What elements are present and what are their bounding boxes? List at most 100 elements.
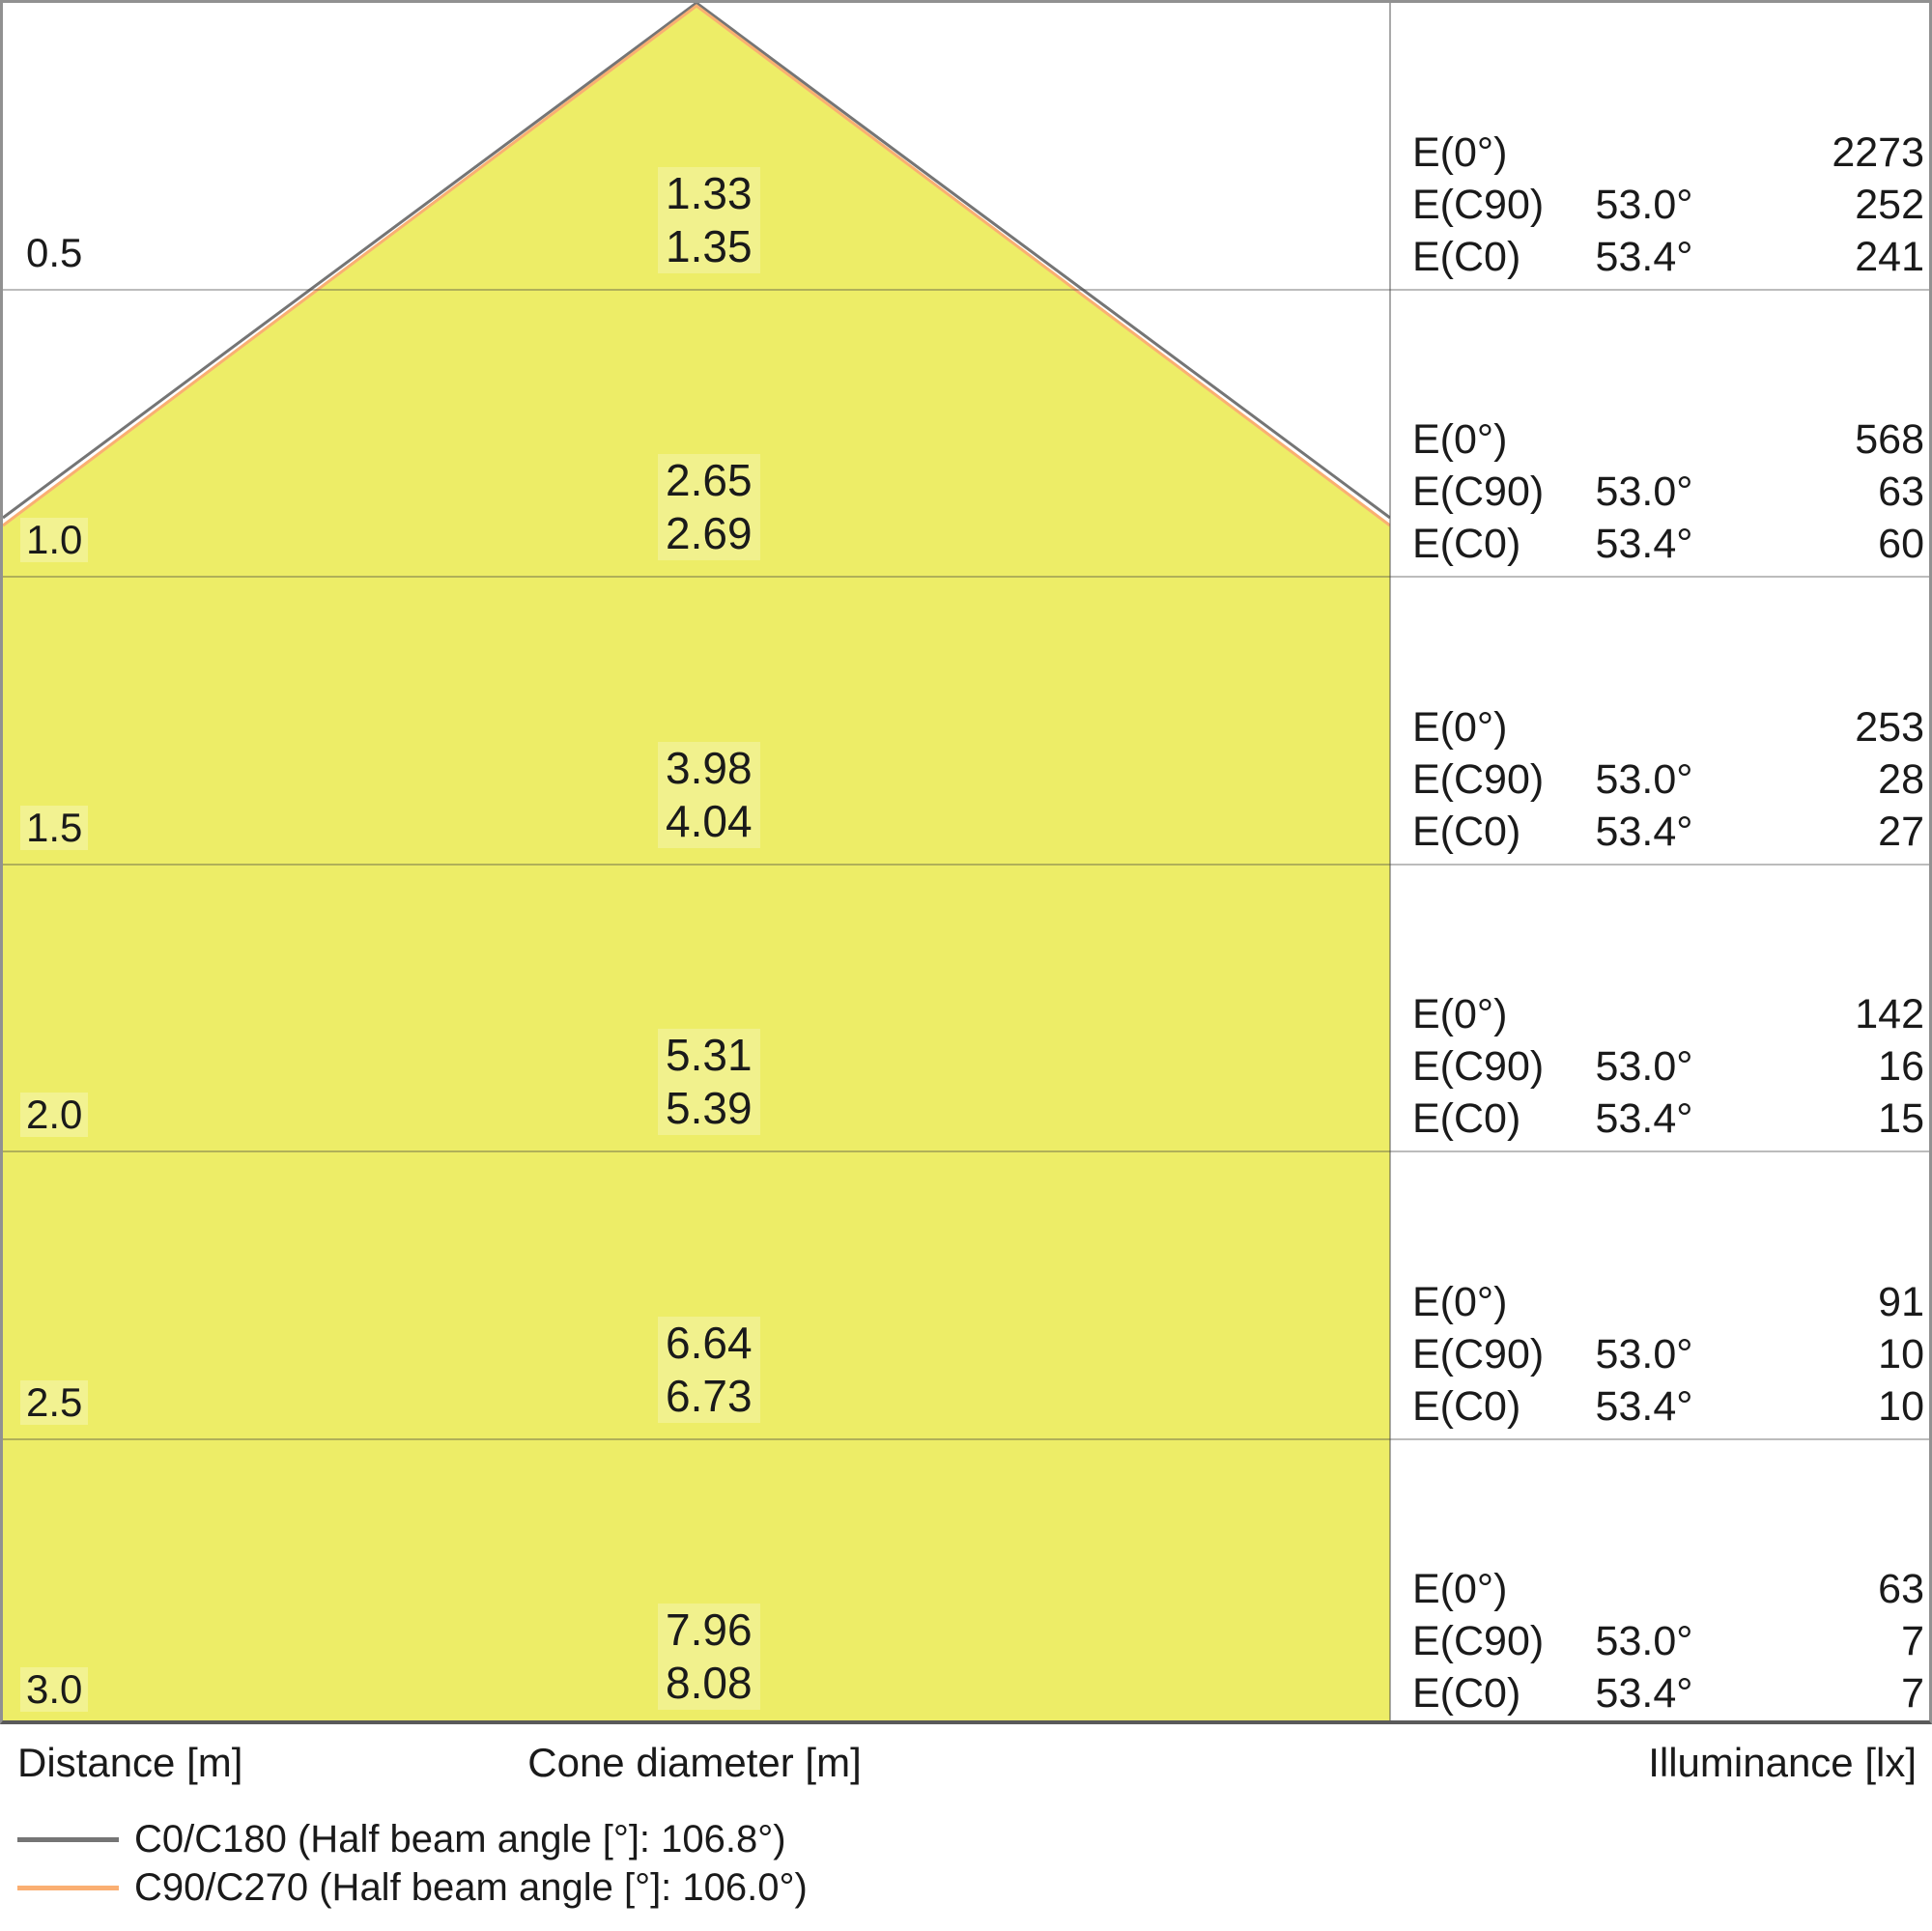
e-value: 241 [1855,233,1924,280]
e-value: 28 [1878,755,1924,803]
e-value: 60 [1878,521,1924,567]
axis-label-distance: Distance [m] [17,1740,243,1785]
e-value: 142 [1855,991,1924,1037]
illuminance-row: E(0°) 63 [1412,1563,1924,1615]
distance-label: 2.5 [20,1379,89,1425]
illuminance-row: E(C90) 53.0° 252 [1412,179,1924,231]
illuminance-row: E(C0) 53.4° 27 [1412,806,1924,858]
distance-label: 2.0 [20,1093,89,1137]
table-divider-line [1389,3,1391,1720]
distance-label: 1.0 [20,518,89,562]
e-label: E(C90) [1412,469,1545,515]
e-label: E(0°) [1412,703,1508,751]
illuminance-table: E(0°) 63 E(C90) 53.0° 7 E(C0) 53.4° 7 [1391,1563,1928,1719]
c0-c180-beam-line [3,3,1390,520]
e-label: E(0°) [1412,416,1508,463]
e-angle: 53.4° [1595,1095,1693,1142]
cone-diameter-c90-value: 2.65 [666,455,753,505]
e-angle: 53.0° [1595,469,1693,515]
e-label: E(C0) [1412,521,1521,567]
e-label: E(C90) [1412,1330,1545,1377]
illuminance-table: E(0°) 91 E(C90) 53.0° 10 E(C0) 53.4° 10 [1391,1276,1928,1433]
legend-label-c90-c270: C90/C270 (Half beam angle [°]: 106.0°) [134,1866,808,1909]
cone-diameter-c0-value: 4.04 [666,795,753,846]
illuminance-row: E(C90) 53.0° 63 [1412,466,1924,518]
distance-label: 1.5 [20,805,89,850]
e-angle: 53.0° [1595,755,1693,803]
cone-diameter-values: 7.96 8.08 [658,1604,760,1710]
illuminance-row: E(0°) 142 [1412,988,1924,1040]
illuminance-row: E(0°) 91 [1412,1276,1924,1328]
e-value: 91 [1878,1278,1924,1325]
e-value: 7 [1901,1670,1924,1717]
cone-diameter-c90-value: 6.64 [666,1317,753,1368]
illuminance-row: E(C0) 53.4° 10 [1412,1380,1924,1433]
e-label: E(C0) [1412,233,1521,280]
illuminance-row: E(C0) 53.4° 241 [1412,231,1924,283]
illuminance-row: E(C90) 53.0° 7 [1412,1615,1924,1667]
e-label: E(C90) [1412,1618,1545,1664]
illuminance-table: E(0°) 2273 E(C90) 53.0° 252 E(C0) 53.4° … [1391,127,1928,283]
e-value: 10 [1878,1330,1924,1377]
e-angle [1557,1563,1731,1615]
legend-item-c90-c270: C90/C270 (Half beam angle [°]: 106.0°) [17,1863,808,1912]
illuminance-row: E(0°) 2273 [1412,127,1924,179]
illuminance-row: E(C90) 53.0° 28 [1412,753,1924,806]
e-label: E(C0) [1412,1382,1521,1430]
illuminance-table: E(0°) 568 E(C90) 53.0° 63 E(C0) 53.4° 60 [1391,413,1928,570]
illuminance-row: E(C0) 53.4° 15 [1412,1093,1924,1145]
e-value: 63 [1878,1566,1924,1612]
e-angle: 53.4° [1595,1382,1693,1430]
cone-diameter-values: 5.31 5.39 [658,1029,760,1135]
e-angle: 53.4° [1595,808,1693,855]
cone-diameter-c0-value: 5.39 [666,1083,753,1133]
axis-label-cone-diameter: Cone diameter [m] [527,1740,862,1785]
e-angle: 53.4° [1595,233,1693,280]
e-angle [1557,988,1731,1040]
cone-diameter-values: 3.98 4.04 [658,741,760,848]
e-label: E(0°) [1412,1278,1508,1325]
cone-diameter-values: 6.64 6.73 [658,1316,760,1423]
illuminance-table: E(0°) 253 E(C90) 53.0° 28 E(C0) 53.4° 27 [1391,701,1928,858]
e-angle [1557,127,1731,179]
illuminance-row: E(0°) 253 [1412,701,1924,753]
e-angle [1557,701,1731,753]
e-label: E(0°) [1412,128,1508,176]
illuminance-table: E(0°) 142 E(C90) 53.0° 16 E(C0) 53.4° 15 [1391,988,1928,1145]
legend-item-c0-c180: C0/C180 (Half beam angle [°]: 106.8°) [17,1815,786,1863]
e-label: E(C0) [1412,808,1521,855]
e-label: E(C0) [1412,1670,1521,1717]
e-angle: 53.4° [1595,521,1693,567]
cone-diameter-c90-value: 1.33 [666,167,753,218]
illuminance-row: E(C0) 53.4° 7 [1412,1667,1924,1719]
e-label: E(0°) [1412,991,1508,1037]
e-value: 7 [1901,1618,1924,1664]
distance-label: 3.0 [20,1667,89,1712]
e-label: E(0°) [1412,1566,1508,1612]
illuminance-row: E(0°) 568 [1412,413,1924,466]
illuminance-row: E(C90) 53.0° 10 [1412,1328,1924,1380]
cone-diameter-c0-value: 8.08 [666,1658,753,1708]
cone-diameter-c90-value: 7.96 [666,1604,753,1655]
e-label: E(C90) [1412,1043,1545,1090]
e-label: E(C90) [1412,181,1545,228]
e-value: 568 [1855,416,1924,463]
distance-gridline [3,1150,1929,1152]
cone-diameter-c0-value: 6.73 [666,1370,753,1421]
legend-line-c0-c180 [17,1836,119,1842]
cone-diameter-values: 2.65 2.69 [658,454,760,560]
e-angle: 53.0° [1595,1043,1693,1090]
legend-line-c90-c270 [17,1885,119,1890]
illuminance-row: E(C0) 53.4° 60 [1412,518,1924,570]
e-angle: 53.0° [1595,1618,1693,1664]
e-angle: 53.0° [1595,1330,1693,1377]
cone-diameter-c0-value: 1.35 [666,220,753,271]
e-value: 63 [1878,469,1924,515]
e-value: 10 [1878,1382,1924,1430]
illuminance-row: E(C90) 53.0° 16 [1412,1040,1924,1093]
e-angle: 53.4° [1595,1670,1693,1717]
e-label: E(C0) [1412,1095,1521,1142]
cone-diameter-c0-value: 2.69 [666,508,753,558]
e-angle [1557,413,1731,466]
